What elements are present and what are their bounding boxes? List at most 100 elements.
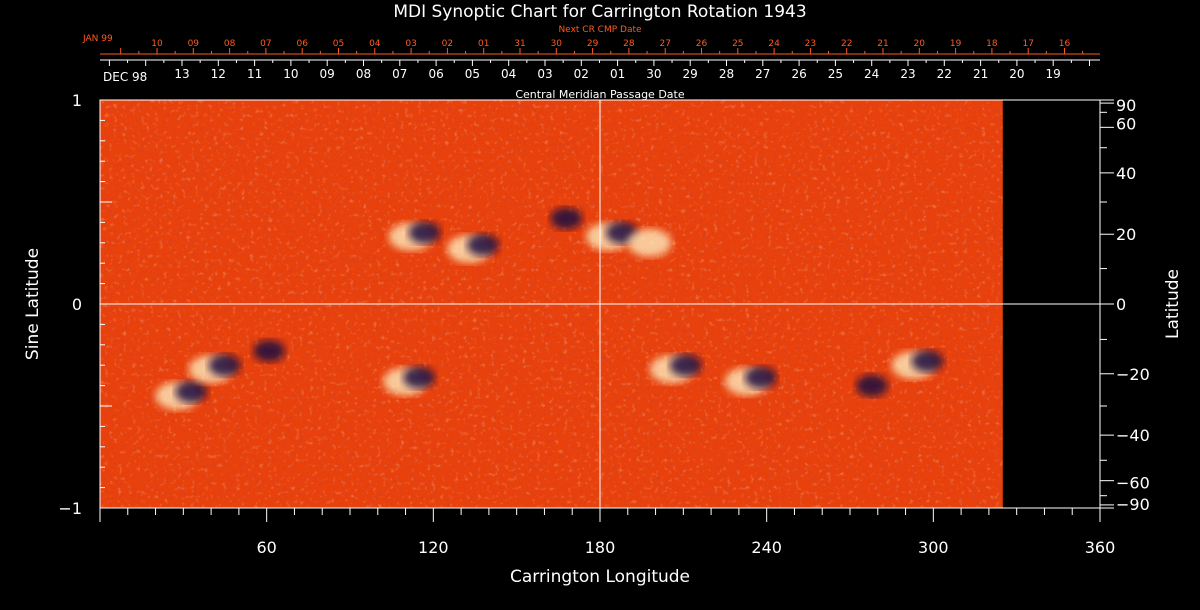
active-region: [649, 354, 702, 384]
negative-patch: [550, 207, 583, 230]
active-region: [447, 233, 499, 263]
cmp-date-label: 09: [320, 67, 335, 81]
cmp-date-label: 30: [646, 67, 661, 81]
cmp-date-label: 08: [356, 67, 371, 81]
active-region: [550, 207, 583, 230]
active-region: [188, 354, 241, 384]
next-cr-date-label: 09: [188, 39, 200, 49]
x-axis-label: Carrington Longitude: [510, 567, 690, 587]
next-cr-date-label: 30: [551, 39, 563, 49]
x-axis: 60 120 180 240 300 360: [99, 508, 1116, 557]
next-cr-date-label: 26: [696, 39, 708, 49]
next-cr-date-label: 22: [841, 39, 852, 49]
y-right-tick-label: −90: [1116, 495, 1150, 514]
active-region: [383, 366, 436, 396]
x-tick-label: 120: [418, 538, 449, 557]
cmp-date-label: 20: [1009, 67, 1024, 81]
y-axis-left: 1 0 −1: [58, 91, 112, 518]
cmp-date-label: 26: [791, 67, 806, 81]
negative-patch: [403, 366, 436, 389]
cmp-date-label: 19: [1046, 67, 1061, 81]
y-left-tick-label: −1: [58, 499, 82, 518]
negative-patch: [467, 233, 499, 256]
next-cr-date-label: 16: [1059, 39, 1071, 49]
y-right-tick-label: −40: [1116, 426, 1150, 445]
y-right-tick-label: 40: [1116, 164, 1136, 183]
next-cr-date-label: 07: [260, 39, 271, 49]
negative-patch: [669, 354, 702, 377]
next-cr-date-label: 01: [478, 39, 489, 49]
cmp-date-label: 06: [428, 67, 443, 81]
cmp-date-label: 25: [828, 67, 843, 81]
cmp-date-label: 07: [392, 67, 407, 81]
y-left-tick-label: 0: [72, 295, 82, 314]
next-cr-date-label: 24: [768, 39, 780, 49]
cmp-axis-label: Central Meridian Passage Date: [515, 88, 684, 101]
active-region: [855, 374, 888, 397]
next-cr-date-label: 03: [405, 39, 416, 49]
next-cr-date-label: 19: [950, 39, 962, 49]
negative-patch: [175, 380, 208, 403]
negative-patch: [208, 354, 241, 377]
active-regions: [155, 207, 944, 410]
next-cr-date-label: 06: [296, 39, 308, 49]
y-right-tick-label: −60: [1116, 474, 1150, 493]
cmp-date-label: 11: [247, 67, 262, 81]
next-cr-date-label: 28: [623, 39, 635, 49]
cmp-date-label: 01: [610, 67, 625, 81]
x-tick-label: 240: [751, 538, 782, 557]
x-tick-label: 300: [918, 538, 949, 557]
active-region: [627, 228, 672, 257]
next-cr-date-label: 25: [732, 39, 743, 49]
y-right-tick-label: 20: [1116, 225, 1136, 244]
top-date-axes: Next CR CMP Date JAN 99 10 09 08 07 06 05 04 03…: [82, 25, 1100, 101]
active-region: [891, 350, 944, 380]
cmp-date-label: 24: [864, 67, 879, 81]
y-left-tick-label: 1: [72, 91, 82, 110]
cmp-date-label: 04: [501, 67, 516, 81]
next-cr-date-label: 20: [914, 39, 926, 49]
next-cr-date-label: 04: [369, 39, 381, 49]
y-right-tick-label: 0: [1116, 295, 1126, 314]
cmp-date-label: 12: [211, 67, 226, 81]
next-cr-date-label: 08: [224, 39, 236, 49]
next-cr-start-label: JAN 99: [82, 34, 113, 44]
active-region: [155, 380, 208, 410]
next-cr-date-label: 02: [442, 39, 453, 49]
cmp-date-label: 23: [900, 67, 915, 81]
cmp-date-label: 03: [537, 67, 552, 81]
next-cr-date-label: 05: [333, 39, 344, 49]
next-cr-date-label: 17: [1022, 39, 1033, 49]
x-tick-label: 360: [1085, 538, 1116, 557]
negative-patch: [253, 340, 286, 362]
next-cr-date-label: 29: [587, 39, 599, 49]
next-cr-date-label: 10: [151, 39, 163, 49]
y-right-tick-label: −20: [1116, 365, 1150, 384]
next-cr-date-label: 21: [877, 39, 888, 49]
next-cr-date-label: 27: [659, 39, 670, 49]
next-cr-date-label: 23: [805, 39, 816, 49]
negative-patch: [408, 221, 441, 244]
cmp-date-label: 05: [465, 67, 480, 81]
y-right-tick-label: 60: [1116, 114, 1136, 133]
cmp-date-label: 02: [574, 67, 589, 81]
negative-patch: [855, 374, 888, 397]
positive-patch: [627, 228, 672, 257]
chart-title: MDI Synoptic Chart for Carrington Rotati…: [393, 2, 806, 22]
cmp-date-label: 13: [174, 67, 189, 81]
cmp-date-label: 29: [683, 67, 698, 81]
cmp-date-label: 27: [755, 67, 770, 81]
x-tick-label: 60: [256, 538, 276, 557]
cmp-date-label: 10: [283, 67, 298, 81]
next-cr-date-label: 18: [986, 39, 998, 49]
cmp-date-label: 28: [719, 67, 734, 81]
negative-patch: [744, 366, 777, 389]
next-cr-date-label: 31: [514, 39, 525, 49]
y-right-tick-label: 90: [1116, 96, 1136, 115]
active-region: [388, 221, 441, 251]
cmp-date-label: 21: [973, 67, 988, 81]
active-region: [724, 366, 777, 396]
negative-patch: [911, 350, 944, 373]
